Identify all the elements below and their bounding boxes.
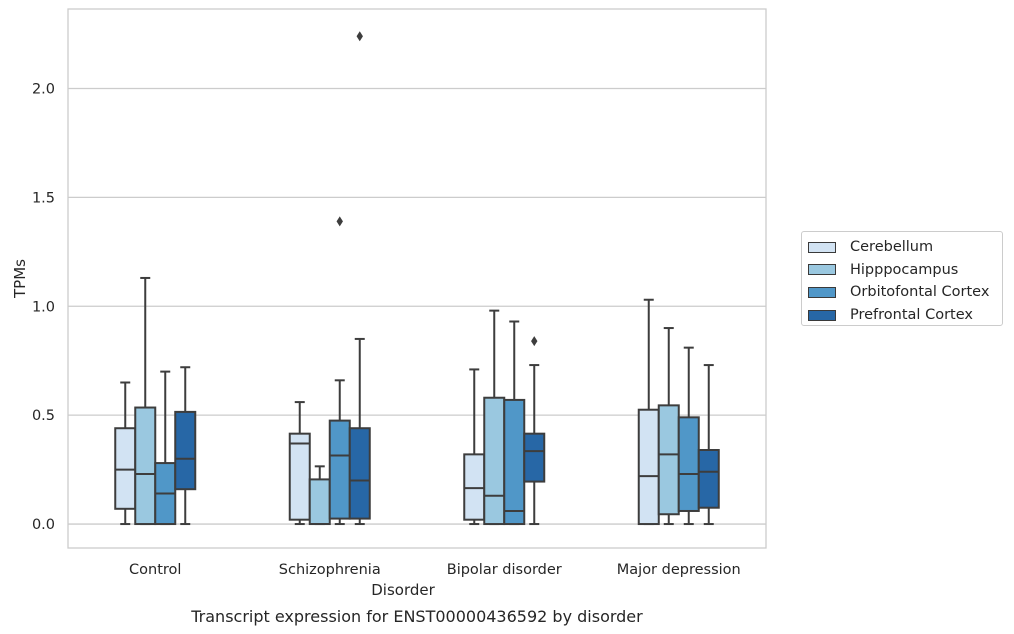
outlier-point xyxy=(356,31,363,42)
box-iqr xyxy=(348,427,371,520)
box-hipppocampus xyxy=(134,276,157,526)
y-tick-label: 2.0 xyxy=(32,81,55,97)
box-prefrontal-cortex xyxy=(174,366,197,526)
outlier-point xyxy=(336,216,343,227)
legend-swatch xyxy=(808,264,836,276)
box-cerebellum xyxy=(637,298,660,526)
box-iqr xyxy=(134,406,157,526)
legend-label: Orbitofontal Cortex xyxy=(850,284,990,301)
box-iqr xyxy=(288,432,311,521)
box-orbitofontal-cortex xyxy=(677,346,700,526)
box-orbitofontal-cortex xyxy=(503,320,526,526)
legend-swatch xyxy=(808,286,836,298)
box-hipppocampus xyxy=(308,465,331,526)
box-iqr xyxy=(523,432,546,483)
plot-frame xyxy=(67,8,767,549)
box-prefrontal-cortex xyxy=(523,336,546,526)
x-axis-label: Disorder xyxy=(371,581,435,599)
box-hipppocampus xyxy=(483,309,506,526)
box-orbitofontal-cortex xyxy=(154,370,177,526)
legend-item: Cerebellum xyxy=(808,236,996,259)
box-iqr xyxy=(637,408,660,526)
box-plots xyxy=(114,31,720,526)
y-axis-label: TPMs xyxy=(11,259,29,299)
box-hipppocampus xyxy=(657,327,680,526)
legend-item: Hipppocampus xyxy=(808,259,996,282)
box-cerebellum xyxy=(288,401,311,526)
legend-label: Prefrontal Cortex xyxy=(850,307,973,324)
x-tick-label: Major depression xyxy=(617,562,741,578)
box-iqr xyxy=(657,404,680,516)
box-iqr xyxy=(463,453,486,521)
box-prefrontal-cortex xyxy=(348,31,371,526)
y-tick-label: 1.0 xyxy=(32,299,55,315)
legend-item: Orbitofontal Cortex xyxy=(808,281,996,304)
legend-label: Cerebellum xyxy=(850,239,934,256)
outlier-point xyxy=(531,336,538,347)
x-tick-label: Schizophrenia xyxy=(279,562,381,578)
box-iqr xyxy=(328,419,351,520)
legend-swatch xyxy=(808,309,836,321)
box-iqr xyxy=(308,478,331,526)
legend-label: Hipppocampus xyxy=(850,261,959,278)
y-tick-label: 0.5 xyxy=(32,408,55,424)
box-cerebellum xyxy=(463,368,486,526)
x-axis-ticks: Control Schizophrenia Bipolar disorder Majo… xyxy=(129,562,741,578)
legend-item: Prefrontal Cortex xyxy=(808,304,996,327)
legend-swatch xyxy=(808,241,836,253)
x-tick-label: Control xyxy=(129,562,181,578)
chart-title: Transcript expression for ENST0000043659… xyxy=(190,607,643,626)
box-cerebellum xyxy=(114,381,137,526)
box-iqr xyxy=(114,427,137,510)
y-axis-ticks: 0.0 0.5 1.0 1.5 2.0 xyxy=(32,81,55,533)
box-iqr xyxy=(677,416,700,512)
legend: Cerebellum Hipppocampus Orbitofontal Corte… xyxy=(801,231,1003,326)
box-prefrontal-cortex xyxy=(697,364,720,526)
box-orbitofontal-cortex xyxy=(328,216,351,526)
box-iqr xyxy=(697,449,720,509)
box-iqr xyxy=(483,396,506,526)
box-iqr xyxy=(174,410,197,491)
y-tick-label: 1.5 xyxy=(32,190,55,206)
x-tick-label: Bipolar disorder xyxy=(447,562,562,578)
box-iqr xyxy=(503,398,526,526)
y-tick-label: 0.0 xyxy=(32,517,55,533)
